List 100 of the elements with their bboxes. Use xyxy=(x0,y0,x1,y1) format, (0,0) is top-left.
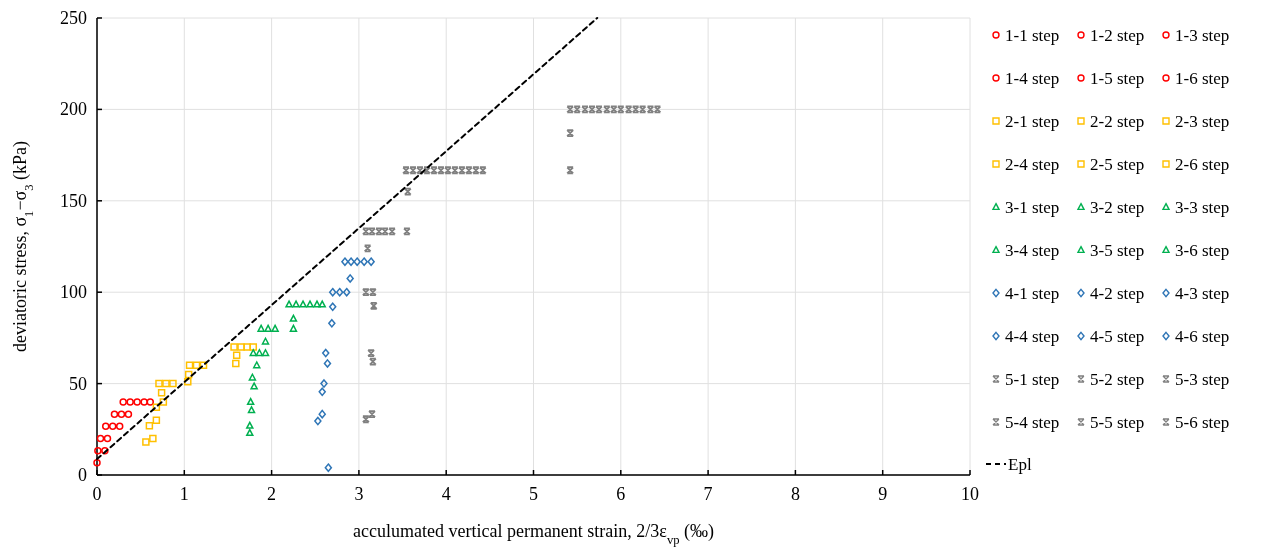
point xyxy=(581,105,589,114)
point xyxy=(255,349,264,357)
point xyxy=(328,287,337,297)
point xyxy=(314,416,322,426)
point xyxy=(313,300,321,308)
point xyxy=(243,343,251,351)
point xyxy=(423,166,431,175)
x-tick-label: 0 xyxy=(92,484,102,504)
point xyxy=(341,257,349,267)
point xyxy=(638,105,647,114)
x-tick-label: 10 xyxy=(961,484,979,504)
point xyxy=(361,415,370,424)
point xyxy=(458,166,466,175)
point xyxy=(624,105,633,114)
point xyxy=(566,105,575,114)
point xyxy=(451,166,459,175)
point xyxy=(328,318,336,328)
point xyxy=(124,410,133,418)
legend-label: 1-3 step xyxy=(1175,26,1230,45)
point xyxy=(152,416,161,424)
point xyxy=(444,166,452,175)
x-tick-label: 7 xyxy=(703,484,713,504)
x-tick-label: 4 xyxy=(441,484,451,504)
point xyxy=(335,287,344,297)
point xyxy=(328,302,337,312)
y-tick-label: 200 xyxy=(60,99,87,120)
legend-label: 5-6 step xyxy=(1175,413,1230,432)
point xyxy=(471,166,480,175)
legend-label: 5-3 step xyxy=(1175,370,1230,389)
point xyxy=(289,314,298,322)
point xyxy=(588,105,596,114)
point xyxy=(264,324,272,332)
x-tick-label: 1 xyxy=(179,484,189,504)
legend-label: 5-1 step xyxy=(1005,370,1060,389)
point xyxy=(437,166,445,175)
point xyxy=(381,227,389,236)
point xyxy=(142,438,150,446)
point xyxy=(416,166,424,175)
legend-label: 4-1 step xyxy=(1005,284,1060,303)
point xyxy=(318,409,326,419)
point xyxy=(117,410,126,418)
x-tick-label: 5 xyxy=(529,484,538,504)
legend-label: 5-2 step xyxy=(1090,370,1145,389)
point xyxy=(403,187,412,196)
point xyxy=(368,288,377,297)
point xyxy=(402,166,410,175)
point xyxy=(609,105,618,114)
point xyxy=(271,324,279,332)
point xyxy=(253,361,261,369)
point xyxy=(342,287,351,297)
legend-label: 2-3 step xyxy=(1175,112,1230,131)
legend-label: 3-1 step xyxy=(1005,198,1060,217)
point xyxy=(403,227,411,236)
legend-label: 2-5 step xyxy=(1090,155,1145,174)
point xyxy=(237,343,245,351)
point xyxy=(96,434,105,443)
point xyxy=(347,257,355,267)
point xyxy=(368,410,376,419)
legend-label: 1-6 step xyxy=(1175,69,1230,88)
point xyxy=(155,379,163,388)
x-tick-label: 2 xyxy=(267,484,277,504)
point xyxy=(363,244,372,253)
y-tick-label: 250 xyxy=(60,8,87,28)
legend-label: 3-6 step xyxy=(1175,241,1230,260)
point xyxy=(108,422,117,430)
point xyxy=(602,105,611,114)
legend-label: 1-5 step xyxy=(1090,69,1145,88)
point xyxy=(110,410,119,418)
legend-label: 5-5 step xyxy=(1090,413,1145,432)
point xyxy=(465,166,473,175)
point xyxy=(320,379,328,388)
point xyxy=(133,398,141,406)
point xyxy=(119,398,127,406)
x-axis-title: acculumated vertical permanent strain, 2/3ε$_{vp}$ (‰) xyxy=(352,521,715,547)
point xyxy=(101,422,110,430)
legend-label: 4-2 step xyxy=(1090,284,1145,303)
point xyxy=(595,105,603,114)
point xyxy=(103,434,112,443)
point xyxy=(289,324,298,332)
point xyxy=(353,257,361,267)
legend-label: 5-4 step xyxy=(1005,413,1060,432)
point xyxy=(367,257,375,267)
point xyxy=(184,370,193,379)
point xyxy=(185,361,194,370)
point xyxy=(157,388,166,397)
point xyxy=(152,403,161,412)
point xyxy=(631,105,640,114)
point xyxy=(566,166,575,175)
legend-label: 2-1 step xyxy=(1005,112,1060,131)
point xyxy=(115,422,124,430)
point xyxy=(388,227,396,236)
legend-label: 3-5 step xyxy=(1090,241,1145,260)
point xyxy=(246,397,255,406)
point xyxy=(646,105,655,114)
point xyxy=(146,398,154,406)
y-tick-label: 50 xyxy=(69,373,87,394)
point xyxy=(261,349,270,357)
legend-label: 3-4 step xyxy=(1005,241,1060,260)
point xyxy=(478,166,487,175)
point xyxy=(248,373,257,381)
